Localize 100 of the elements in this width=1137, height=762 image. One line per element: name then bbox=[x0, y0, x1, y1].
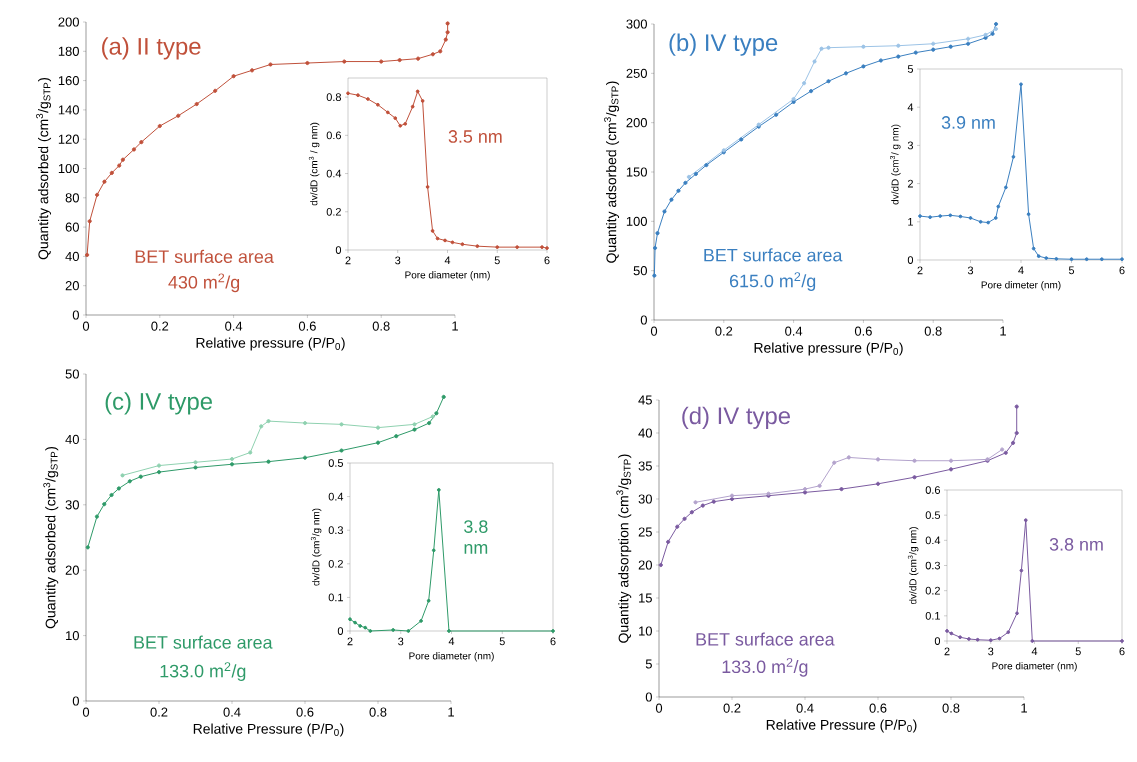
y-tick-label: 40 bbox=[65, 251, 79, 261]
x-tick-label: 0.8 bbox=[369, 707, 387, 717]
x-tick-label: 0.4 bbox=[223, 707, 241, 717]
y-tick-label: 60 bbox=[65, 222, 79, 232]
x-tick-label: 0.6 bbox=[869, 703, 887, 713]
annotation: 3.8 nm bbox=[1049, 538, 1103, 551]
chart-title: (b) IV type bbox=[669, 33, 778, 56]
x-axis-title: Pore diameter (nm) bbox=[405, 271, 490, 281]
y-tick-label: 200 bbox=[626, 118, 647, 128]
y-tick-label: 140 bbox=[58, 105, 79, 115]
annotation: 133.0 m$^{2}$/g bbox=[722, 657, 808, 677]
x-tick-label: 0.6 bbox=[854, 326, 872, 336]
annotation: 3.5 nm bbox=[448, 130, 502, 143]
y-axis-title: dv/dD (cm$^{3}$/ g nm) bbox=[890, 124, 901, 205]
y-tick-label: 20 bbox=[638, 560, 652, 570]
y-tick-label: 0.4 bbox=[328, 492, 344, 501]
x-axis-title: Pore diameter (nm) bbox=[409, 652, 494, 662]
chart-title: (d) IV type bbox=[682, 406, 790, 429]
y-tick-label: 45 bbox=[638, 395, 652, 405]
annotation: 3.9 nm bbox=[941, 116, 995, 129]
y-axis-title: dv/dD (cm$^{3}$ / g nm) bbox=[308, 122, 320, 206]
y-tick-label: 20 bbox=[65, 565, 79, 575]
y-tick-label: 5 bbox=[907, 65, 914, 73]
x-axis-title: Relative Pressure (P/P$_{0}$) bbox=[193, 723, 344, 737]
y-tick-label: 0.2 bbox=[925, 586, 940, 595]
y-tick-label: 0.2 bbox=[326, 207, 341, 216]
y-tick-label: 0 bbox=[645, 692, 652, 702]
y-tick-label: 0.3 bbox=[328, 526, 343, 535]
y-axis-title: dv/dD (cm$^{3}$/g nm) bbox=[907, 527, 919, 605]
x-tick-label: 6 bbox=[544, 256, 550, 265]
x-tick-label: 6 bbox=[1119, 647, 1125, 656]
x-tick-label: 4 bbox=[1031, 647, 1038, 656]
x-tick-label: 1 bbox=[452, 321, 458, 331]
y-tick-label: 0.2 bbox=[328, 559, 343, 568]
annotation: BET surface area bbox=[704, 248, 843, 262]
annotation: 615.0 m$^{2}$/g bbox=[729, 272, 816, 291]
y-tick-label: 4 bbox=[907, 103, 914, 111]
x-tick-label: 2 bbox=[944, 647, 950, 656]
annotation: BET surface area bbox=[135, 249, 274, 263]
x-tick-label: 0.4 bbox=[785, 326, 803, 336]
x-tick-label: 4 bbox=[1018, 266, 1024, 275]
y-tick-label: 0.5 bbox=[328, 459, 344, 467]
y-tick-label: 0.5 bbox=[925, 511, 941, 520]
x-tick-label: 5 bbox=[499, 637, 505, 646]
x-axis-title: Pore diameter (nm) bbox=[992, 662, 1077, 672]
y-tick-label: 0 bbox=[72, 310, 79, 320]
y-tick-label: 0 bbox=[335, 246, 342, 254]
y-axis-title: Quantity adsorbed (cm$^{3}$/g$_{STP}$) bbox=[604, 81, 620, 263]
y-tick-label: 10 bbox=[66, 631, 79, 641]
x-tick-label: 3 bbox=[988, 647, 994, 656]
y-tick-label: 20 bbox=[65, 281, 79, 291]
x-tick-label: 1 bbox=[1021, 703, 1027, 713]
y-tick-label: 0.6 bbox=[326, 131, 341, 140]
y-axis-title: Quantity adsorbed (cm$^{3}$/g$_{STP}$) bbox=[36, 77, 52, 260]
x-tick-label: 0.4 bbox=[225, 321, 243, 331]
y-axis-title: dv/dD (cm$^{3}$/g nm) bbox=[310, 508, 322, 586]
y-tick-label: 0.6 bbox=[925, 486, 941, 494]
y-tick-label: 0 bbox=[72, 696, 79, 706]
y-tick-label: 35 bbox=[638, 461, 652, 471]
y-tick-label: 40 bbox=[65, 434, 79, 444]
x-tick-label: 5 bbox=[1068, 266, 1075, 275]
x-tick-label: 6 bbox=[1119, 266, 1125, 275]
x-tick-label: 0 bbox=[82, 707, 90, 717]
y-tick-label: 30 bbox=[65, 500, 79, 510]
y-axis-title: Quantity adsorbed (cm$^{3}$/g$_{STP}$) bbox=[43, 446, 59, 629]
y-tick-label: 180 bbox=[58, 46, 79, 56]
x-axis-title: Pore dimeter (nm) bbox=[981, 281, 1061, 291]
y-tick-label: 200 bbox=[58, 17, 79, 27]
x-tick-label: 0.2 bbox=[150, 707, 168, 717]
x-axis-title: Relative Pressure (P/P$_{0}$) bbox=[766, 719, 917, 733]
y-tick-label: 50 bbox=[65, 369, 79, 379]
y-tick-label: 0 bbox=[337, 627, 344, 635]
y-tick-label: 0.8 bbox=[326, 93, 341, 101]
y-tick-label: 5 bbox=[645, 659, 652, 669]
x-tick-label: 0.2 bbox=[715, 326, 733, 336]
y-tick-label: 40 bbox=[638, 428, 652, 438]
y-tick-label: 0.1 bbox=[328, 593, 343, 602]
x-tick-label: 3 bbox=[398, 637, 404, 646]
x-tick-label: 1 bbox=[1000, 326, 1006, 336]
y-tick-label: 25 bbox=[638, 527, 652, 537]
y-tick-label: 2 bbox=[907, 179, 913, 188]
text: (a) II type bbox=[102, 37, 201, 60]
y-tick-label: 15 bbox=[639, 593, 652, 603]
x-tick-label: 5 bbox=[1075, 647, 1081, 656]
x-axis-title: Relative pressure (P/P$_{0}$) bbox=[196, 337, 345, 351]
x-tick-label: 4 bbox=[448, 637, 455, 646]
x-tick-label: 0.2 bbox=[151, 321, 169, 331]
y-tick-label: 50 bbox=[633, 266, 647, 276]
y-tick-label: 160 bbox=[58, 76, 79, 86]
x-tick-label: 3 bbox=[395, 256, 401, 265]
y-tick-label: 0.3 bbox=[925, 561, 941, 570]
x-tick-label: 1 bbox=[448, 707, 454, 717]
y-tick-label: 100 bbox=[58, 163, 79, 174]
annotation: 430 m$^{2}$/g bbox=[168, 273, 240, 293]
x-tick-label: 2 bbox=[917, 266, 923, 275]
y-tick-label: 120 bbox=[58, 134, 79, 144]
x-tick-label: 2 bbox=[345, 256, 351, 265]
text: (c) IV type bbox=[105, 392, 212, 415]
x-tick-label: 0.6 bbox=[296, 707, 314, 717]
y-tick-label: 80 bbox=[65, 193, 79, 203]
